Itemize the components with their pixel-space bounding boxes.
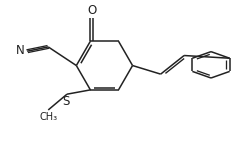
Text: S: S	[63, 95, 70, 108]
Text: O: O	[87, 4, 96, 16]
Text: N: N	[16, 44, 24, 57]
Text: CH₃: CH₃	[39, 112, 57, 122]
